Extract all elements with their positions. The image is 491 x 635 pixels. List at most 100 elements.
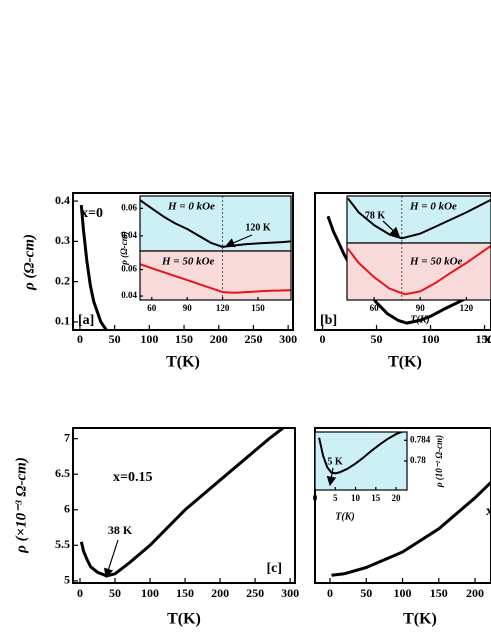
x-tick-label: 90: [416, 303, 426, 313]
panel: 60 90 120 150 0.04 0.06 H = 50 kOe: [121, 250, 292, 313]
data-line: [347, 197, 491, 240]
plot-frame: [72, 192, 294, 331]
plot-frame: [314, 431, 408, 491]
x-axis-label: T(K): [403, 611, 437, 628]
plot-area: [347, 243, 491, 300]
plot-area: [140, 196, 291, 251]
panel: H = 0 kOe 78 K: [346, 195, 491, 244]
x-tick-label: 0: [320, 332, 326, 346]
x-tick-label: 0: [77, 586, 83, 600]
inset-title: H = 0 kOe: [167, 201, 215, 213]
x-tick-label: 0: [327, 586, 333, 600]
x-tick-label: 0: [313, 493, 318, 503]
x-tick-label: 200: [466, 586, 484, 600]
x-tick-label: 150: [430, 586, 448, 600]
data-line: [318, 432, 405, 475]
data-line: [140, 199, 291, 248]
x-tick-label: 120: [216, 303, 230, 313]
y-tick-label: 0.784: [410, 434, 431, 444]
x-tick-label: 5: [333, 493, 338, 503]
plot-frame: [314, 192, 491, 331]
x-tick-label: 100: [394, 586, 412, 600]
x-tick-label: 50: [371, 332, 383, 346]
annotation: 78 K: [365, 210, 386, 221]
y-axis-label: ρ (×10⁻³ Ω-cm): [13, 457, 29, 554]
annotation: x: [484, 332, 491, 347]
x-tick-label: 150: [476, 332, 491, 346]
x-tick-label: 300: [279, 332, 297, 346]
x-tick-label: 50: [109, 586, 121, 600]
x-tick-label: 20: [392, 493, 402, 503]
x-tick-label: 100: [140, 332, 158, 346]
annotation: x: [486, 504, 491, 519]
y-axis-label: ρ (10⁻² Ω-cm): [434, 435, 444, 488]
x-tick-label: 200: [210, 332, 228, 346]
annotation: 38 K: [108, 523, 133, 537]
x-axis-label: T(K): [410, 314, 429, 325]
x-tick-label: 150: [175, 332, 193, 346]
x-tick-label: 90: [183, 303, 193, 313]
x-tick-label: 150: [251, 303, 265, 313]
y-tick-label: 0.3: [55, 233, 70, 247]
inset-title: H = 50 kOe: [409, 256, 463, 268]
plot-area: [347, 196, 491, 243]
x-tick-label: 200: [211, 586, 229, 600]
data-line: [347, 244, 491, 296]
x-axis-label: T(K): [335, 511, 354, 522]
annotation-arrow: [326, 467, 337, 487]
y-tick-label: 0.1: [55, 314, 70, 328]
x-tick-label: 60: [370, 303, 380, 313]
y-tick-label: 0.06: [121, 264, 137, 274]
annotation: x=0: [81, 206, 103, 221]
x-tick-label: 100: [141, 586, 159, 600]
plot-frame: [346, 242, 491, 301]
y-tick-label: 0.04: [121, 290, 137, 300]
x-axis-label: T(K): [388, 354, 422, 371]
data-line: [79, 428, 285, 578]
annotation-arrow: [104, 539, 119, 579]
plot-frame: [314, 427, 491, 584]
y-tick-label: 0.4: [55, 193, 70, 207]
y-tick-label: 0.78: [410, 455, 426, 465]
y-tick-label: 6: [64, 502, 70, 516]
x-tick-label: 150: [176, 586, 194, 600]
y-tick-label: 5.5: [55, 537, 70, 551]
data-line: [331, 481, 491, 577]
data-line: [79, 204, 109, 330]
x-tick-label: 50: [360, 586, 372, 600]
x-tick-label: 10: [351, 493, 361, 503]
x-axis-label: T(K): [167, 611, 201, 628]
annotation-arrow: [224, 234, 253, 248]
x-tick-label: 300: [281, 586, 299, 600]
x-tick-label: 60: [147, 303, 157, 313]
y-tick-label: 0.04: [121, 230, 137, 240]
x-tick-label: 250: [244, 332, 262, 346]
annotation: [c]: [266, 561, 282, 576]
x-tick-label: 100: [422, 332, 440, 346]
x-tick-label: 50: [109, 332, 121, 346]
x-axis-label: T(K): [166, 354, 200, 371]
x-tick-label: 15: [371, 493, 381, 503]
x-tick-label: 250: [246, 586, 264, 600]
annotation: x=0.15: [113, 470, 152, 485]
annotation: 5 K: [327, 456, 343, 467]
y-tick-label: 0.06: [121, 202, 137, 212]
plot-frame: [139, 250, 292, 301]
annotation-arrow: [382, 220, 400, 237]
inset-title: H = 50 kOe: [161, 256, 215, 268]
x-tick-label: 120: [460, 303, 474, 313]
y-tick-label: 6.5: [55, 466, 70, 480]
y-tick-label: 0.2: [55, 273, 70, 287]
y-tick-label: 7: [64, 430, 70, 444]
y-axis-label: ρ (Ω-cm): [119, 231, 129, 266]
panel: 0 50 100 150 200 250 300 5 5.5 6 6.5 7 T(K) ρ (×10⁻³ …: [13, 427, 299, 628]
panel: 0 5 10 15 20 0.78 0.784 T(K) ρ (10⁻² Ω-cm) 5 K: [313, 431, 444, 522]
inset-title: H = 0 kOe: [409, 201, 457, 213]
data-line: [140, 263, 291, 294]
y-axis-label: ρ (Ω-cm): [21, 234, 37, 291]
plot-area: [73, 428, 295, 583]
x-tick-label: 0: [77, 332, 83, 346]
panel: 60 90 120 H = 50 kOe T(K): [346, 242, 491, 325]
